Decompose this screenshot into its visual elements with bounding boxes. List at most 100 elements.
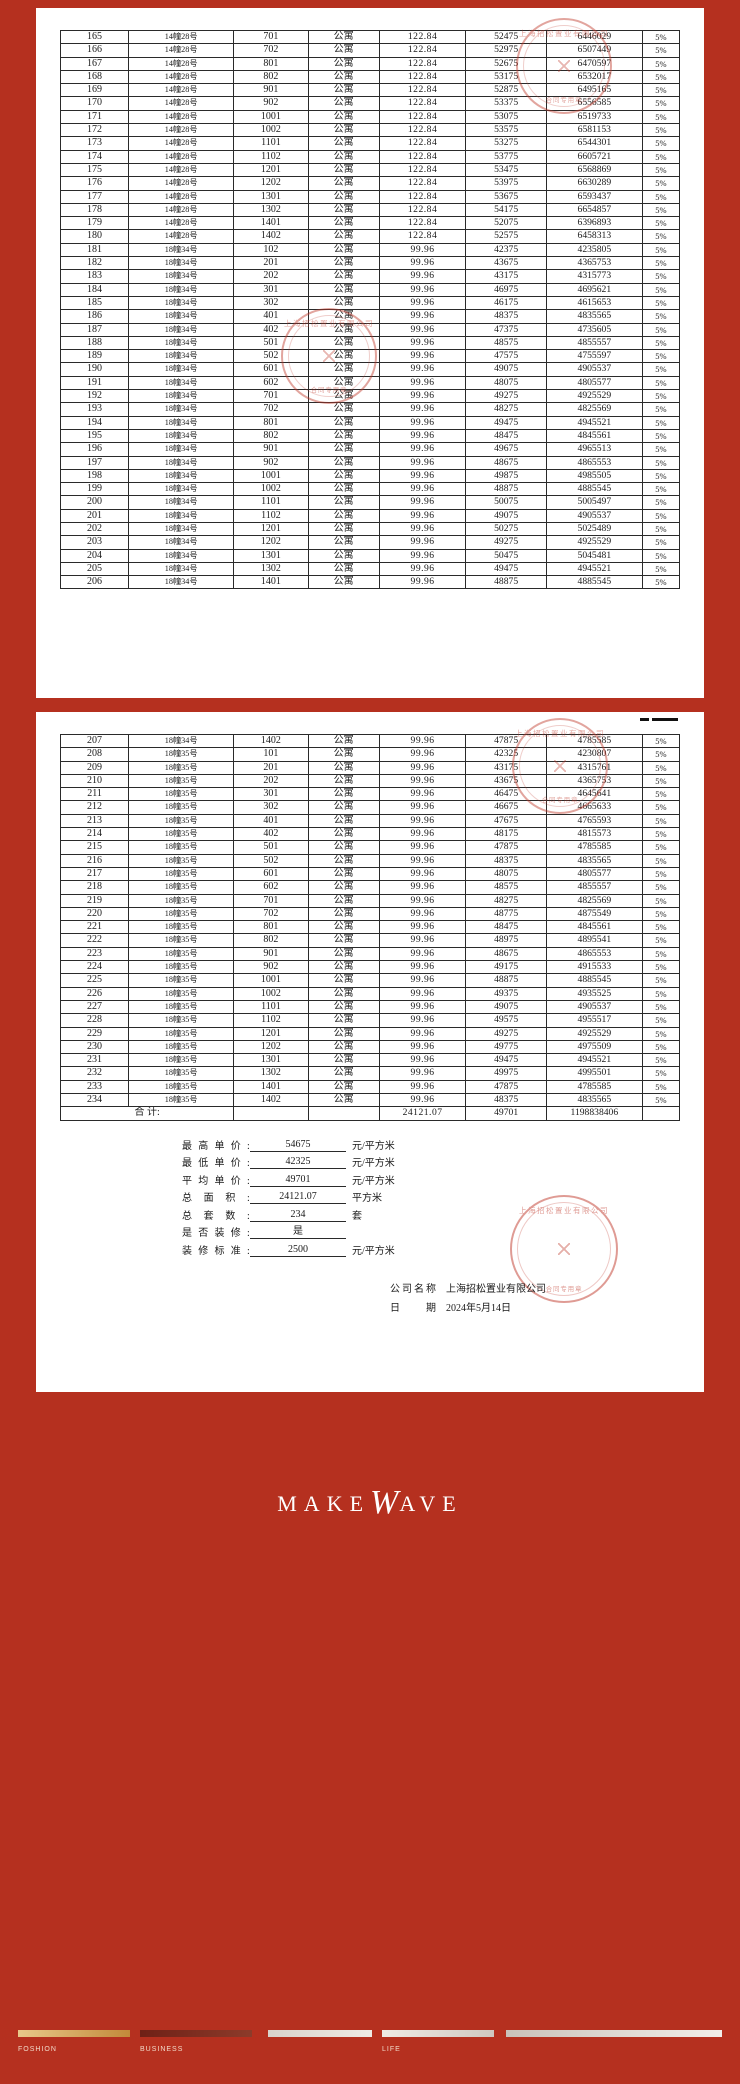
footer-label-fashion: FOSHION xyxy=(18,2046,57,2053)
cell-total-price: 5025489 xyxy=(545,521,643,537)
cell-area: 99.96 xyxy=(378,561,467,577)
cell-type: 公寓 xyxy=(307,1093,380,1108)
table-row: 181 18幢34号 102 公寓 99.96 42375 4235805 5% xyxy=(59,242,681,258)
table-row: 232 18幢35号 1302 公寓 99.96 49975 4995501 5% xyxy=(59,1066,681,1081)
cell-unit-price: 53075 xyxy=(465,109,547,125)
cell-room: 701 xyxy=(233,29,309,45)
cell-area: 122.84 xyxy=(378,123,467,138)
cell-type: 公寓 xyxy=(307,853,380,868)
cell-discount: 5% xyxy=(641,43,681,58)
summary-value: 234 xyxy=(250,1209,346,1222)
summary-row: 最低单价: 42325 元/平方米 xyxy=(182,1154,680,1170)
cell-index: 172 xyxy=(59,123,130,138)
cell-building: 18幢34号 xyxy=(128,322,235,337)
cell-building: 18幢35号 xyxy=(128,747,235,762)
cell-room: 801 xyxy=(233,56,309,71)
price-table-page-1: 165 14幢28号 701 公寓 122.84 52475 6446029 5% 166 14幢… xyxy=(59,29,681,590)
cell-area: 122.84 xyxy=(378,202,467,218)
cell-index: 221 xyxy=(59,920,130,935)
cell-index: 167 xyxy=(59,56,130,71)
cell-room: 401 xyxy=(233,813,309,829)
cell-type: 公寓 xyxy=(307,43,380,58)
table-row: 186 18幢34号 401 公寓 99.96 48375 4835565 5% xyxy=(59,309,681,324)
cell-total-price: 4925529 xyxy=(545,535,643,550)
cell-unit-price: 49275 xyxy=(465,535,547,550)
mark-dash xyxy=(640,718,649,721)
cell-discount: 5% xyxy=(641,389,681,404)
cell-index: 189 xyxy=(59,349,130,364)
cell-total-price: 4945521 xyxy=(545,415,643,430)
cell-unit-price: 48275 xyxy=(465,402,547,417)
cell-total-price: 4945521 xyxy=(545,561,643,577)
cell-unit-price: 48675 xyxy=(465,946,547,962)
cell-area: 99.96 xyxy=(378,933,467,948)
cell-type: 公寓 xyxy=(307,1066,380,1081)
cell-type: 公寓 xyxy=(307,29,380,45)
cell-building: 18幢35号 xyxy=(128,933,235,948)
company-name-row: 公司名称 上海招松置业有限公司 xyxy=(390,1279,680,1295)
cell-index: 216 xyxy=(59,853,130,868)
cell-type: 公寓 xyxy=(307,256,380,271)
cell-index: 231 xyxy=(59,1053,130,1068)
cell-unit-price: 48775 xyxy=(465,906,547,922)
cell-discount: 5% xyxy=(641,1026,681,1041)
cell-total-price: 6519733 xyxy=(545,109,643,125)
cell-total-price: 4805577 xyxy=(545,866,643,882)
cell-building: 18幢34号 xyxy=(128,575,235,590)
table-row: 168 14幢28号 802 公寓 122.84 53175 6532017 5% xyxy=(59,69,681,85)
cell-room: 301 xyxy=(233,787,309,802)
summary-row: 是否装修: 是 xyxy=(182,1224,680,1240)
cell-area: 99.96 xyxy=(378,535,467,550)
cell-area: 99.96 xyxy=(378,375,467,391)
table-row: 207 18幢34号 1402 公寓 99.96 47875 4785585 5% xyxy=(59,733,681,749)
cell-area: 99.96 xyxy=(378,389,467,404)
cell-total-price: 4230807 xyxy=(545,747,643,762)
cell-type: 公寓 xyxy=(307,827,380,842)
cell-room: 802 xyxy=(233,428,309,444)
cell-unit-price: 53375 xyxy=(465,96,547,111)
cell-index: 180 xyxy=(59,229,130,244)
cell-type: 公寓 xyxy=(307,402,380,417)
cell-unit-price: 53975 xyxy=(465,176,547,191)
cell-area: 99.96 xyxy=(378,1079,467,1095)
cell-room: 502 xyxy=(233,349,309,364)
cell-unit-price: 49275 xyxy=(465,1026,547,1041)
summary-unit: 元/平方米 xyxy=(352,1140,395,1152)
cell-index: 229 xyxy=(59,1026,130,1041)
cell-area: 99.96 xyxy=(378,1053,467,1068)
cell-type: 公寓 xyxy=(307,773,380,789)
cell-unit-price: 47575 xyxy=(465,349,547,364)
cell-index: 234 xyxy=(59,1093,130,1108)
cell-discount: 5% xyxy=(641,561,681,577)
cell-unit-price: 49175 xyxy=(465,960,547,975)
cell-type: 公寓 xyxy=(307,335,380,351)
cell-area: 99.96 xyxy=(378,853,467,868)
table-row: 227 18幢35号 1101 公寓 99.96 49075 4905537 5% xyxy=(59,999,681,1015)
cell-discount: 5% xyxy=(641,56,681,71)
cell-type: 公寓 xyxy=(307,242,380,258)
table-row: 234 18幢35号 1402 公寓 99.96 48375 4835565 5% xyxy=(59,1093,681,1108)
cell-room: 1201 xyxy=(233,162,309,178)
cell-room: 1402 xyxy=(233,229,309,244)
cell-index: 174 xyxy=(59,149,130,164)
cell-discount: 5% xyxy=(641,1013,681,1028)
cell-building: 14幢28号 xyxy=(128,149,235,164)
cell-unit-price: 48975 xyxy=(465,933,547,948)
cell-index: 227 xyxy=(59,999,130,1015)
cell-index: 224 xyxy=(59,960,130,975)
cell-total-price: 6568869 xyxy=(545,162,643,178)
cell-total-price: 4315773 xyxy=(545,269,643,284)
cell-type: 公寓 xyxy=(307,362,380,377)
cell-area: 99.96 xyxy=(378,733,467,749)
cell-room: 302 xyxy=(233,800,309,815)
cell-index: 228 xyxy=(59,1013,130,1028)
cell-index: 215 xyxy=(59,840,130,855)
cell-discount: 5% xyxy=(641,800,681,815)
cell-index: 211 xyxy=(59,787,130,802)
cell-room: 1102 xyxy=(233,149,309,164)
cell-building: 18幢35号 xyxy=(128,787,235,802)
cell-total-price: 4835565 xyxy=(545,1093,643,1108)
cell-unit-price: 52975 xyxy=(465,43,547,58)
cell-total-price: 4925529 xyxy=(545,1026,643,1041)
cell-discount: 5% xyxy=(641,973,681,988)
